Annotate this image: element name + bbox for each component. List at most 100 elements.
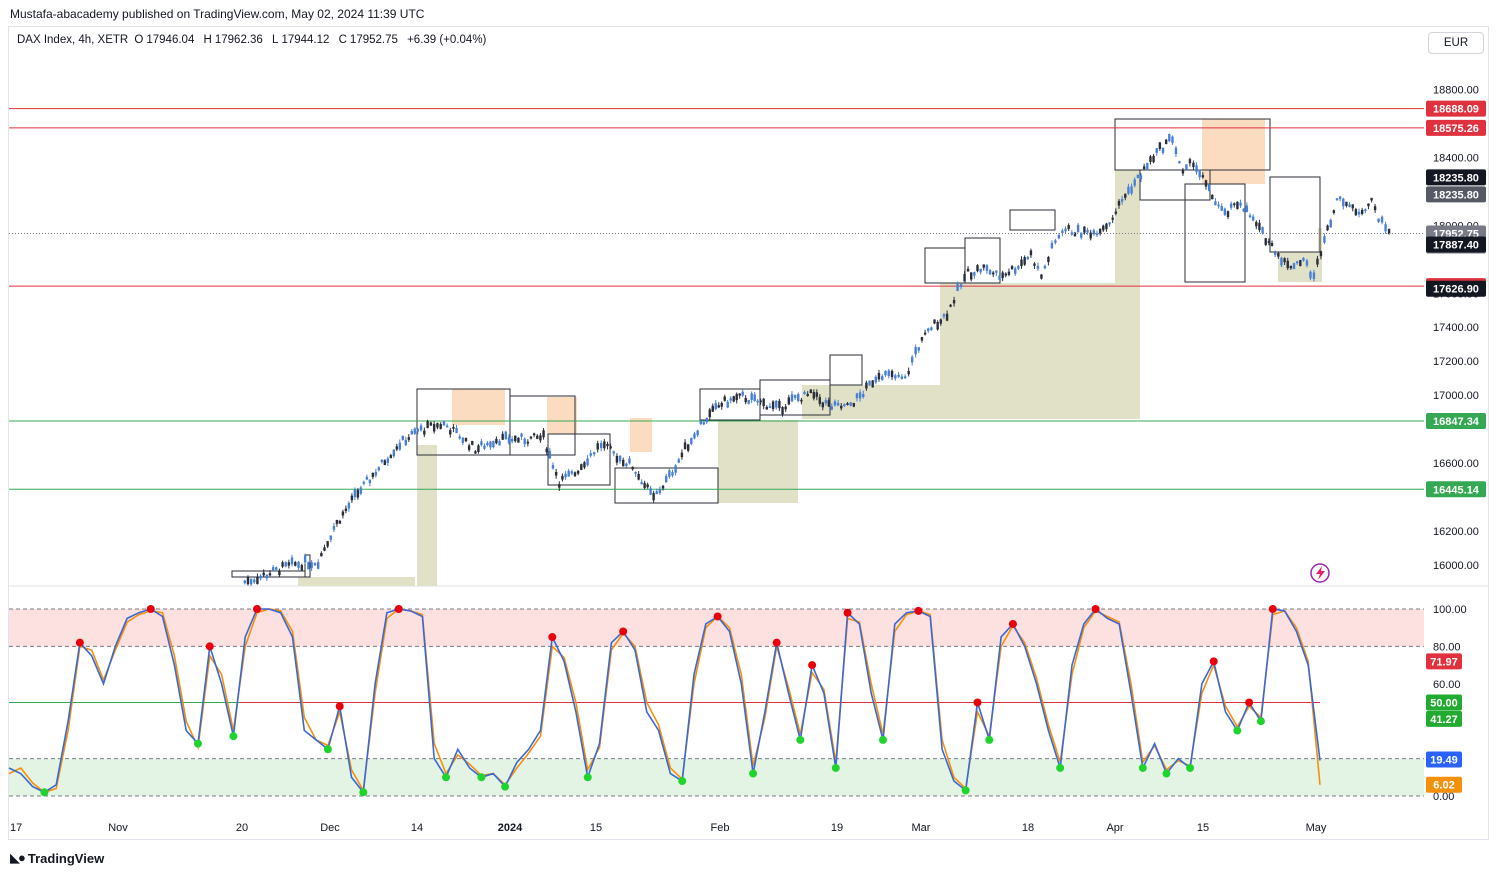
buy-signal-dot <box>749 769 758 778</box>
candle-body <box>765 406 769 410</box>
candle-body <box>558 484 561 488</box>
lightning-icon-ring <box>1310 563 1330 583</box>
candle-body <box>952 300 956 304</box>
stoch-axis-tick: 100.00 <box>1433 604 1467 616</box>
level-tag-bg <box>1426 481 1486 498</box>
candle-body <box>1136 174 1140 178</box>
candle-body <box>1245 205 1249 212</box>
demand-zone <box>940 283 1115 419</box>
candle-body <box>570 471 574 474</box>
candle-body <box>483 445 486 449</box>
candle-body <box>1348 204 1351 208</box>
stoch-axis-tick: 60.00 <box>1433 679 1461 691</box>
close-label: C 17952.75 <box>338 34 398 46</box>
buy-signal-dot <box>1162 769 1171 778</box>
candle-body <box>840 405 843 409</box>
stoch-tag-bg <box>1426 751 1462 768</box>
candle-body <box>930 327 933 331</box>
price-axis-tick: 16600.00 <box>1433 458 1479 470</box>
buy-signal-dot <box>501 782 510 791</box>
candle-body <box>1142 166 1146 170</box>
candle-body <box>738 393 741 396</box>
candle-body <box>631 466 634 470</box>
candle-body <box>793 394 797 398</box>
candle-body <box>313 562 317 566</box>
candle-body <box>1174 147 1178 155</box>
candle-body <box>583 462 586 468</box>
candle-body <box>998 275 1001 280</box>
candle-body <box>787 397 791 405</box>
candle-body <box>1295 261 1299 264</box>
candle-body <box>890 370 894 378</box>
candle-body <box>1242 208 1245 212</box>
candle-body <box>1292 263 1296 270</box>
candle-body <box>1373 206 1377 211</box>
candle-body <box>945 313 949 321</box>
time-axis-tick: Nov <box>108 822 128 834</box>
candle-body <box>750 393 753 400</box>
time-axis-tick: 19 <box>831 822 843 834</box>
candle-body <box>401 435 405 440</box>
candle-body <box>551 465 555 469</box>
candle-body <box>768 406 772 408</box>
buy-signal-dot <box>359 788 368 797</box>
candle-body <box>259 575 262 579</box>
candle-body <box>467 445 471 451</box>
candle-body <box>936 321 939 330</box>
candle-body <box>855 393 859 399</box>
candle-body <box>529 436 533 439</box>
candle-body <box>323 547 326 551</box>
candle-body <box>1387 228 1391 235</box>
candle-body <box>992 272 995 275</box>
open-value: 17946.04 <box>146 34 195 46</box>
candle-body <box>1195 165 1198 173</box>
candle-body <box>741 391 744 396</box>
candle-body <box>963 274 966 282</box>
candle-body <box>933 319 936 324</box>
candle-body <box>1181 169 1185 174</box>
candle-body <box>344 508 348 511</box>
candle-body <box>812 392 816 399</box>
candle-body <box>1105 223 1108 230</box>
candle-body <box>1164 139 1168 145</box>
level-tag-label: 18575.26 <box>1433 123 1479 135</box>
time-axis-tick: Apr <box>1106 822 1123 834</box>
candle-body <box>554 472 558 476</box>
candle-body <box>1188 159 1192 164</box>
candle-body <box>1029 250 1033 256</box>
candle-body <box>1236 201 1239 210</box>
candle-body <box>606 443 609 447</box>
sell-signal-dot <box>1008 619 1017 628</box>
candle-body <box>439 424 442 429</box>
supply-zone <box>1202 119 1265 184</box>
candle-body <box>914 347 917 355</box>
candle-body <box>646 484 649 488</box>
candle-body <box>671 472 674 476</box>
candle-body <box>744 397 747 403</box>
candle-body <box>353 489 357 498</box>
stoch-tag-bg <box>1426 710 1462 727</box>
candle-body <box>1342 198 1345 207</box>
candle-body <box>368 479 372 484</box>
candle-body <box>580 464 583 470</box>
candle-body <box>702 421 705 425</box>
candle-body <box>1370 197 1373 201</box>
symbol-name[interactable]: DAX Index, 4h, XETR <box>17 34 129 46</box>
candle-body <box>386 458 390 463</box>
currency-button[interactable]: EUR <box>1428 32 1484 54</box>
candle-body <box>350 495 354 501</box>
buy-signal-dot <box>678 777 687 786</box>
candle-body <box>790 394 794 402</box>
candle-body <box>732 396 735 402</box>
demand-zone <box>1115 170 1140 419</box>
candle-body <box>1023 257 1026 265</box>
candle-body <box>271 567 275 571</box>
candle-body <box>1152 155 1155 163</box>
candle-body <box>596 443 599 450</box>
price-axis-tick: 16000.00 <box>1433 560 1479 572</box>
candle-body <box>514 435 517 442</box>
price-tag-bg <box>1426 280 1486 297</box>
candle-body <box>625 463 628 467</box>
candle-body <box>1007 271 1011 275</box>
